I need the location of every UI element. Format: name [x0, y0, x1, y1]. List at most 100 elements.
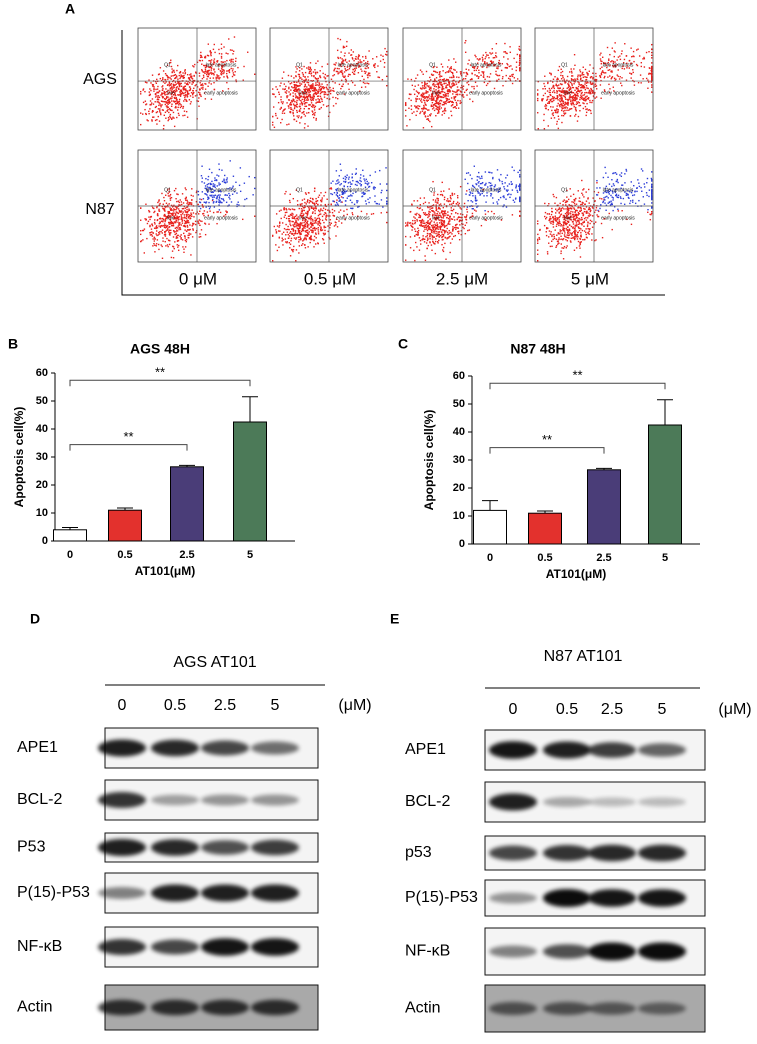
event-dot	[470, 200, 472, 202]
event-dot	[220, 61, 223, 63]
event-dot	[580, 84, 582, 86]
event-dot	[318, 224, 321, 227]
event-dot	[150, 82, 152, 84]
event-dot	[176, 211, 178, 214]
event-dot	[313, 113, 315, 115]
event-dot	[243, 65, 245, 68]
event-dot	[445, 85, 447, 87]
event-dot	[459, 224, 461, 226]
event-dot	[481, 182, 483, 185]
event-dot	[500, 69, 503, 72]
event-dot	[509, 51, 512, 54]
event-dot	[343, 189, 345, 192]
event-dot	[304, 103, 306, 105]
event-dot	[599, 76, 602, 79]
event-dot	[164, 91, 166, 94]
event-dot	[299, 82, 301, 84]
event-dot	[382, 58, 385, 61]
event-dot	[357, 181, 359, 184]
event-dot	[292, 220, 294, 223]
event-dot	[148, 209, 150, 212]
event-dot	[570, 90, 573, 92]
event-dot	[519, 185, 521, 188]
event-dot	[229, 59, 231, 61]
event-dot	[179, 199, 181, 201]
event-dot	[174, 100, 176, 103]
event-dot	[471, 85, 473, 88]
event-dot	[497, 66, 499, 68]
event-dot	[318, 86, 321, 89]
event-dot	[430, 104, 433, 106]
event-dot	[432, 105, 434, 108]
event-dot	[473, 85, 475, 88]
event-dot	[184, 69, 186, 71]
event-dot	[489, 182, 492, 184]
event-dot	[537, 128, 539, 130]
event-dot	[184, 197, 187, 200]
event-dot	[296, 115, 298, 117]
event-dot	[299, 226, 301, 228]
event-dot	[169, 62, 171, 64]
event-dot	[296, 81, 298, 84]
event-dot	[490, 53, 492, 55]
event-dot	[183, 251, 185, 254]
event-dot	[581, 96, 583, 98]
event-dot	[179, 228, 182, 231]
quadrant-label: Q1	[429, 187, 436, 193]
event-dot	[186, 100, 188, 102]
event-dot	[166, 102, 168, 104]
event-dot	[175, 213, 177, 215]
event-dot	[420, 221, 423, 224]
event-dot	[428, 80, 431, 83]
event-dot	[425, 92, 428, 94]
event-dot	[218, 48, 220, 51]
event-dot	[333, 74, 336, 76]
event-dot	[429, 98, 431, 100]
event-dot	[446, 198, 449, 200]
event-dot	[365, 62, 367, 64]
event-dot	[586, 102, 588, 105]
event-dot	[232, 50, 235, 52]
event-dot	[202, 213, 204, 215]
event-dot	[210, 54, 212, 57]
event-dot	[155, 111, 158, 114]
event-dot	[303, 207, 305, 209]
event-dot	[180, 105, 183, 108]
event-dot	[317, 91, 319, 93]
event-dot	[219, 201, 222, 203]
event-dot	[425, 224, 428, 226]
event-dot	[501, 183, 504, 185]
event-dot	[510, 181, 512, 183]
event-dot	[186, 201, 189, 203]
event-dot	[435, 238, 437, 240]
event-dot	[315, 62, 317, 65]
event-dot	[218, 199, 220, 201]
event-dot	[278, 224, 281, 227]
event-dot	[306, 223, 309, 225]
event-dot	[344, 65, 346, 68]
event-dot	[317, 233, 320, 235]
event-dot	[336, 199, 338, 201]
event-dot	[287, 80, 290, 83]
event-dot	[447, 217, 450, 220]
event-dot	[184, 237, 186, 239]
event-dot	[140, 112, 142, 114]
event-dot	[226, 181, 228, 183]
event-dot	[192, 228, 194, 230]
event-dot	[566, 109, 568, 112]
event-dot	[230, 67, 232, 70]
event-dot	[311, 96, 313, 99]
event-dot	[439, 214, 441, 216]
event-dot	[201, 204, 204, 206]
event-dot	[552, 112, 554, 114]
event-dot	[144, 108, 146, 111]
event-dot	[155, 243, 158, 245]
event-dot	[154, 223, 156, 225]
event-dot	[448, 229, 450, 232]
event-dot	[428, 202, 430, 204]
event-dot	[307, 217, 309, 219]
event-dot	[306, 212, 308, 215]
event-dot	[198, 93, 201, 96]
event-dot	[188, 214, 191, 216]
event-dot	[198, 75, 201, 77]
